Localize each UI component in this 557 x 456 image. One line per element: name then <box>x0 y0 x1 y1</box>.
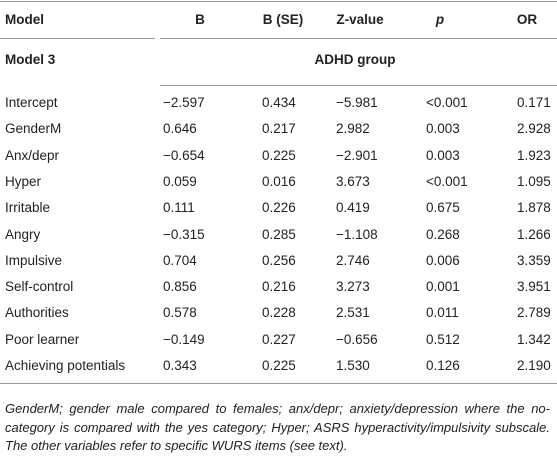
row-label: Achieving potentials <box>5 358 126 373</box>
cell: 0.675 <box>426 200 460 216</box>
cell: 0.256 <box>262 252 296 268</box>
cell: 0.512 <box>426 331 460 347</box>
footnote: GenderM; gender male compared to females… <box>5 401 550 453</box>
row-label: Authorities <box>5 305 69 321</box>
row-label: Irritable <box>5 200 51 216</box>
cell: 0.228 <box>262 305 296 321</box>
cell: 0.419 <box>336 200 370 216</box>
cell: 3.359 <box>517 252 551 268</box>
cell: 3.673 <box>336 173 370 189</box>
cell: −0.656 <box>336 331 378 347</box>
cell: 2.531 <box>336 305 370 321</box>
row-label: GenderM <box>5 121 62 137</box>
header-rule <box>160 38 557 39</box>
cell: −1.108 <box>336 226 378 242</box>
cell: 0.225 <box>262 147 296 163</box>
column-header: B (SE) <box>262 12 304 27</box>
row-label: Impulsive <box>5 252 63 268</box>
cell: 1.923 <box>517 147 551 163</box>
group-rule <box>160 85 557 86</box>
cell: 2.982 <box>336 121 370 137</box>
column-header: OR <box>516 12 538 27</box>
cell: −2.597 <box>163 95 205 110</box>
group-label: ADHD group <box>314 52 396 67</box>
cell: 0.111 <box>163 200 195 216</box>
cell: 0.003 <box>426 121 460 137</box>
cell: 2.789 <box>517 305 551 321</box>
cell: 0.171 <box>517 95 551 110</box>
column-header: Z-value <box>336 12 384 27</box>
cell: −0.654 <box>163 147 205 163</box>
cell: 0.225 <box>262 358 296 373</box>
cell: 2.190 <box>517 358 551 373</box>
row-label: Self-control <box>5 279 74 295</box>
row-label: Anx/depr <box>5 147 60 163</box>
cell: 2.928 <box>517 121 551 137</box>
cell: 0.126 <box>426 358 460 373</box>
cell: 1.878 <box>517 200 551 216</box>
header-rule <box>0 38 155 39</box>
cell: −0.149 <box>163 331 205 347</box>
cell: 0.578 <box>163 305 197 321</box>
cell: 3.273 <box>336 279 370 295</box>
cell: −2.901 <box>336 147 378 163</box>
cell: 0.003 <box>426 147 460 163</box>
row-label: Poor learner <box>5 331 80 347</box>
cell: 1.530 <box>336 358 370 373</box>
cell: 0.285 <box>262 226 296 242</box>
cell: 0.227 <box>262 331 296 347</box>
cell: 1.342 <box>517 331 551 347</box>
cell: −0.315 <box>163 226 205 242</box>
cell: −5.981 <box>336 95 378 110</box>
cell: 0.016 <box>262 173 296 189</box>
cell: <0.001 <box>426 95 468 110</box>
cell: 0.646 <box>163 121 197 137</box>
bottom-rule <box>0 383 557 384</box>
cell: 0.268 <box>426 226 460 242</box>
cell: 1.095 <box>517 173 551 189</box>
cell: 0.006 <box>426 252 460 268</box>
cell: 3.951 <box>517 279 551 295</box>
cell: <0.001 <box>426 173 468 189</box>
row-label: Intercept <box>5 95 58 110</box>
cell: 0.856 <box>163 279 197 295</box>
model-label: Model 3 <box>5 52 56 67</box>
row-label: Hyper <box>5 173 42 189</box>
column-header: B <box>195 12 205 27</box>
column-header: Model <box>5 12 44 27</box>
cell: 0.011 <box>426 305 459 321</box>
row-label: Angry <box>5 226 41 242</box>
cell: 0.217 <box>262 121 296 137</box>
top-rule <box>0 1 557 2</box>
cell: 0.216 <box>262 279 296 295</box>
cell: 0.434 <box>262 95 296 110</box>
column-header: p <box>435 12 445 27</box>
cell: 1.266 <box>517 226 551 242</box>
cell: 0.704 <box>163 252 197 268</box>
cell: 0.226 <box>262 200 296 216</box>
cell: 0.343 <box>163 358 197 373</box>
cell: 2.746 <box>336 252 370 268</box>
cell: 0.059 <box>163 173 197 189</box>
cell: 0.001 <box>426 279 460 295</box>
